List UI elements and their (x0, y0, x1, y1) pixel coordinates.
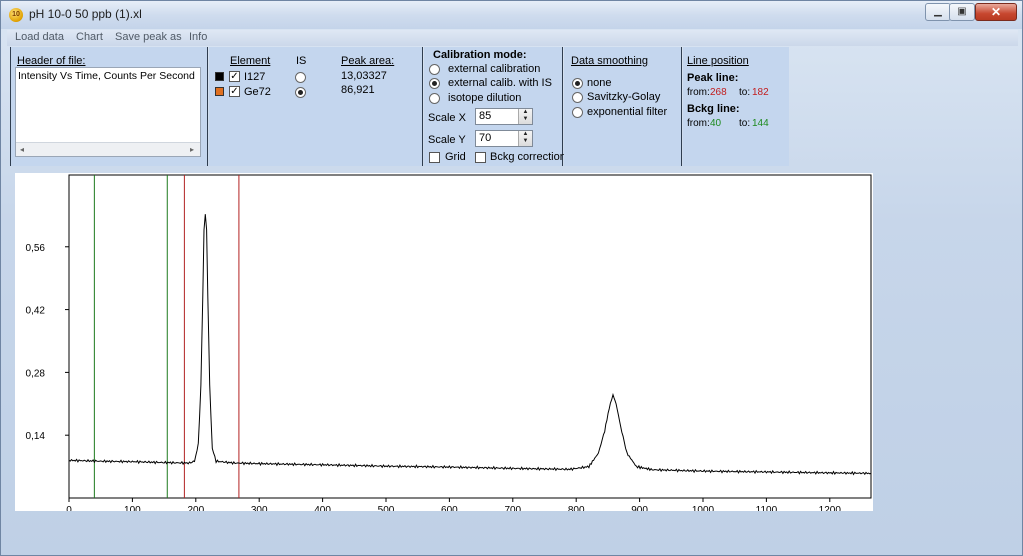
i127-label: I127 (244, 71, 266, 83)
window-title: pH 10-0 50 ppb (1).xl (29, 7, 142, 21)
scale-y-value: 70 (479, 132, 492, 144)
bckg-to-value[interactable]: 144 (752, 118, 769, 129)
peak-to-value[interactable]: 182 (752, 87, 769, 98)
calib-external-is-radio[interactable] (429, 78, 440, 89)
smoothing-savitzky-label: Savitzky-Golay (587, 91, 661, 103)
header-textbox[interactable]: Intensity Vs Time, Counts Per Second ◂ ▸ (15, 67, 201, 157)
x-tick-label: 800 (568, 505, 585, 511)
app-logo-icon: 10 (9, 8, 23, 22)
grid-label: Grid (445, 151, 466, 163)
scale-x-value: 85 (479, 110, 492, 122)
minimize-icon[interactable]: ▁ (925, 3, 951, 21)
bckg-line-label: Bckg line: (687, 103, 740, 115)
scale-y-label: Scale Y (428, 134, 466, 146)
smoothing-exponential-radio[interactable] (572, 107, 583, 118)
peak-to-label: to: (739, 87, 751, 98)
calib-external-radio[interactable] (429, 64, 440, 75)
ge72-checkbox[interactable]: ✓ (229, 86, 240, 97)
menu-load-data[interactable]: Load data (15, 31, 64, 43)
is-column-header: IS (296, 55, 307, 67)
element-column-header: Element (230, 55, 271, 67)
intensity-series-line (68, 214, 872, 476)
x-tick-label: 1100 (756, 505, 778, 511)
x-tick-label: 200 (187, 505, 204, 511)
i127-peak-area: 13,03327 (341, 70, 387, 82)
smoothing-none-label: none (587, 77, 612, 89)
close-icon[interactable]: ✕ (975, 3, 1017, 21)
scroll-left-icon[interactable]: ◂ (20, 145, 25, 154)
header-text: Intensity Vs Time, Counts Per Second (18, 70, 195, 82)
y-tick-label: 0,28 (26, 368, 46, 379)
horizontal-scrollbar[interactable]: ◂ ▸ (16, 142, 200, 156)
calibration-title: Calibration mode: (433, 49, 527, 61)
x-tick-label: 700 (504, 505, 521, 511)
x-tick-label: 1200 (819, 505, 842, 511)
bckg-from-label: from: (687, 118, 710, 129)
x-tick-label: 1000 (692, 505, 715, 511)
menu-bar: Load data Chart Save peak as Info (7, 30, 1018, 46)
ge72-color-swatch (215, 87, 224, 96)
scale-x-label: Scale X (428, 112, 466, 124)
ge72-peak-area: 86,921 (341, 84, 375, 96)
y-tick-label: 0,42 (26, 306, 46, 317)
spinner-arrows-icon[interactable]: ▲ ▼ (518, 131, 532, 146)
element-panel: Element IS Peak area: ✓ I127 13,03327 ✓ … (209, 47, 423, 166)
bckg-to-label: to: (739, 118, 751, 129)
header-panel: Header of file: Intensity Vs Time, Count… (10, 47, 208, 166)
x-tick-label: 0 (66, 505, 72, 511)
smoothing-exponential-label: exponential filter (587, 106, 668, 118)
menu-save-peak-as[interactable]: Save peak as (115, 31, 182, 43)
peak-from-label: from: (687, 87, 710, 98)
line-position-title: Line position (687, 55, 749, 67)
grid-checkbox[interactable] (429, 152, 440, 163)
scroll-right-icon[interactable]: ▸ (189, 145, 194, 154)
x-tick-label: 400 (314, 505, 331, 511)
smoothing-title: Data smoothing (571, 55, 649, 67)
chart-canvas[interactable]: 0 100 200 300 400 500 600 700 800 900 1000 1100 1200… (15, 173, 873, 511)
calibration-panel: Calibration mode: external calibration e… (424, 47, 566, 166)
title-bar[interactable]: 10 pH 10-0 50 ppb (1).xl ▁ ▣ ✕ (1, 1, 1022, 29)
y-tick-label: 0,14 (26, 431, 46, 442)
header-label: Header of file: (17, 55, 86, 67)
peak-from-value[interactable]: 268 (710, 87, 727, 98)
peak-area-column-header: Peak area: (341, 55, 395, 67)
scale-y-spinner[interactable]: 70 ▲ ▼ (475, 130, 533, 147)
smoothing-savitzky-radio[interactable] (572, 92, 583, 103)
calib-external-is-label: external calib. with IS (448, 77, 552, 89)
smoothing-none-radio[interactable] (572, 78, 583, 89)
x-tick-label: 100 (124, 505, 141, 511)
calib-isotope-dilution-radio[interactable] (429, 93, 440, 104)
menu-info[interactable]: Info (189, 31, 208, 43)
plot-area (68, 174, 872, 499)
x-tick-label: 600 (441, 505, 458, 511)
bckg-correction-label: Bckg correction (490, 151, 566, 163)
bckg-from-value[interactable]: 40 (710, 118, 722, 129)
i127-is-radio[interactable] (295, 72, 306, 83)
smoothing-panel: Data smoothing none Savitzky-Golay expon… (564, 47, 682, 166)
y-tick-label: 0,56 (26, 243, 46, 254)
i127-checkbox[interactable]: ✓ (229, 71, 240, 82)
x-tick-label: 500 (378, 505, 395, 511)
bckg-correction-checkbox[interactable] (475, 152, 486, 163)
scale-x-spinner[interactable]: 85 ▲ ▼ (475, 108, 533, 125)
i127-color-swatch (215, 72, 224, 81)
menu-chart[interactable]: Chart (76, 31, 103, 43)
maximize-icon[interactable]: ▣ (949, 3, 975, 21)
calib-external-label: external calibration (448, 63, 541, 75)
x-tick-label: 300 (251, 505, 268, 511)
peak-line-label: Peak line: (687, 72, 739, 84)
spinner-arrows-icon[interactable]: ▲ ▼ (518, 109, 532, 124)
intensity-chart[interactable]: 0 100 200 300 400 500 600 700 800 900 1000 1100 1200… (15, 173, 873, 511)
ge72-label: Ge72 (244, 86, 271, 98)
ge72-is-radio[interactable] (295, 87, 306, 98)
calib-isotope-dilution-label: isotope dilution (448, 92, 522, 104)
x-tick-label: 900 (631, 505, 648, 511)
line-position-panel: Line position Peak line: from: 268 to: 1… (683, 47, 789, 166)
